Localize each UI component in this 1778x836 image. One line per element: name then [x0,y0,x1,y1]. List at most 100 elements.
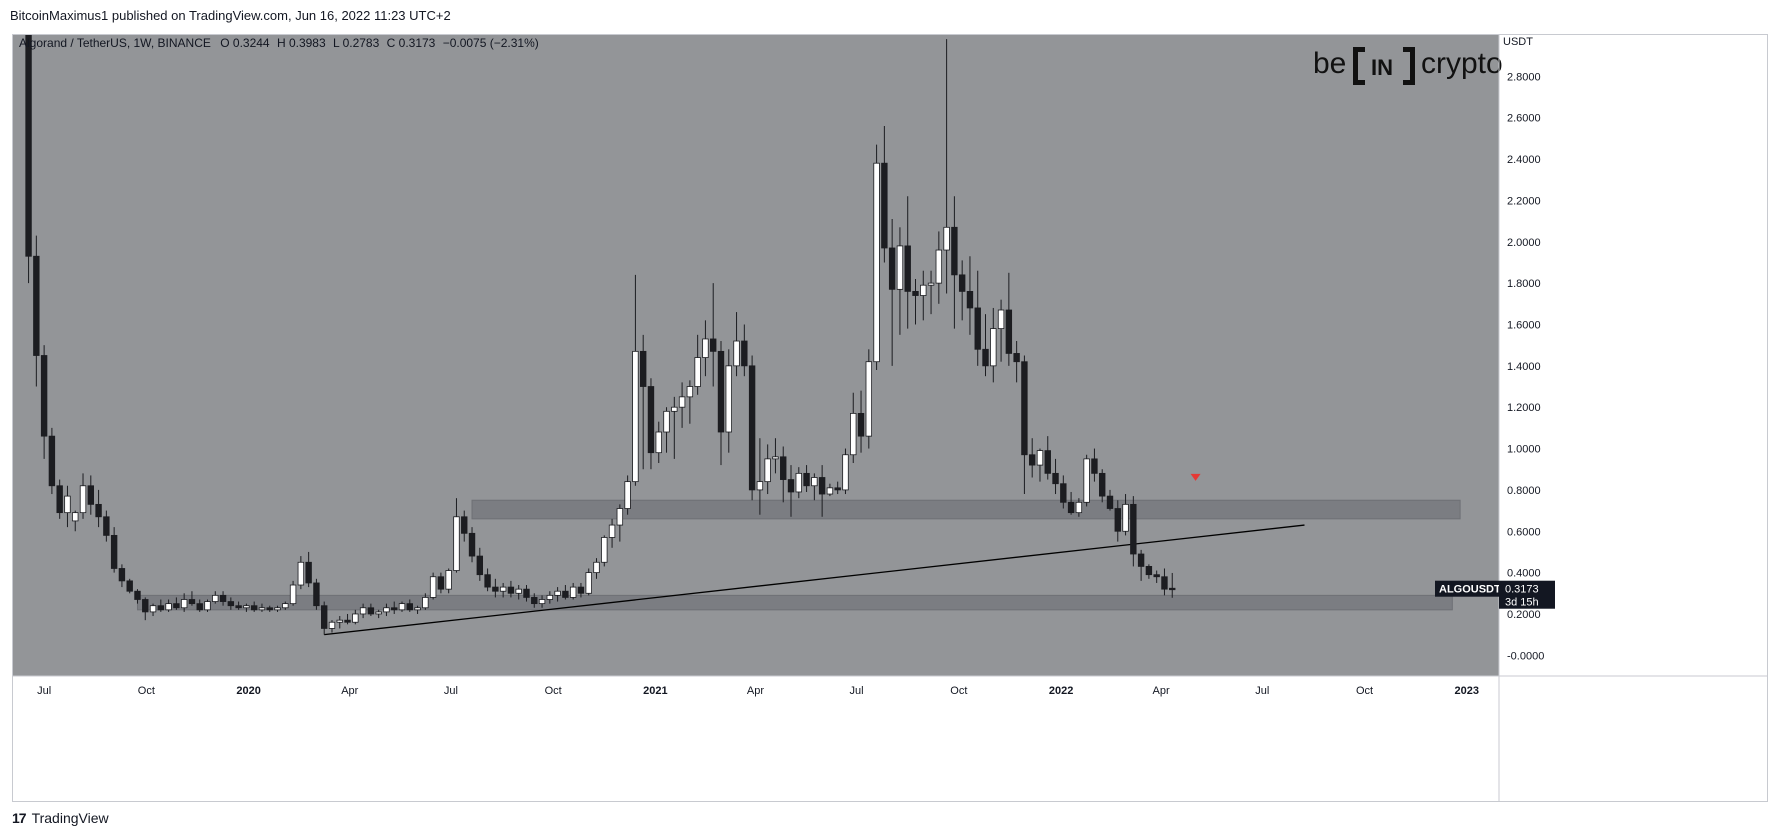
candle-body [289,584,297,605]
candle [974,270,981,366]
candle [608,518,616,548]
candle [282,601,289,610]
candle [694,334,701,395]
candle [398,601,406,612]
ascending-trendline [324,524,1305,636]
candle [126,578,133,594]
candle-body [1075,501,1083,514]
publish-header: BitcoinMaximus1 published on TradingView… [10,8,451,23]
candle-body [367,607,375,615]
candle [468,527,476,563]
candle [499,582,507,598]
candle [359,603,367,619]
candle-body [515,588,522,594]
candle [888,219,896,366]
candle [453,498,460,573]
x-tick-label: Apr [341,685,358,697]
candle-body [717,350,725,433]
candle-body [974,307,981,350]
candle [142,597,149,621]
candle [912,278,919,325]
candle [243,603,250,612]
candle [647,378,655,470]
tradingview-mark-icon: 17 [12,810,27,826]
candle-body [383,607,390,613]
y-tick-label: 1.6000 [1507,319,1541,331]
candle [95,489,102,528]
candle [935,231,943,304]
candle-body [624,481,631,509]
candle-body [398,603,406,611]
candle-body [920,284,927,296]
candle [585,568,592,596]
candle-body [219,594,227,602]
y-tick-label: 2.0000 [1507,237,1541,249]
x-tick-label: Apr [747,685,764,697]
candle [562,585,569,600]
x-tick-label: Jul [1255,685,1269,697]
candle-body [1067,501,1075,514]
candle [110,527,118,573]
legend-h-value: 0.3983 [289,36,326,50]
candle [857,390,865,453]
candle-body [336,619,343,623]
candle [865,349,873,449]
candle [492,578,499,598]
candle [406,599,413,612]
candle-body [748,365,756,491]
candle-body [1036,450,1044,466]
candle-body [756,481,764,491]
candle-body [196,603,203,611]
y-tick-label: 0.6000 [1507,526,1541,538]
candle [943,39,950,294]
candle-body [951,226,958,276]
candle-body [243,605,250,609]
candle [103,510,110,542]
candle-body [461,516,468,534]
candle-body [873,162,880,363]
candle-body [857,412,865,437]
candle [1099,469,1106,503]
legend-o-label: O [220,36,229,50]
candle [818,465,826,517]
candle-body [671,406,678,412]
candle-body [725,365,732,433]
candle-body [56,485,63,514]
candle-body [593,561,600,574]
candle-body [40,355,48,437]
candle [266,605,273,612]
candle [180,593,188,612]
candle-body [507,586,515,594]
candle [951,196,958,329]
candle-body [616,508,624,526]
candle [772,438,779,474]
candle-body [562,590,569,598]
candle [375,609,382,619]
candle [795,467,802,499]
candle [601,535,608,567]
candle [523,585,530,602]
candle [313,578,320,610]
candle-body [149,605,157,613]
candle [391,601,398,614]
chart-frame[interactable]: Algorand / TetherUS, 1W, BINANCE O 0.324… [12,34,1768,802]
candle [632,274,639,486]
price-chart[interactable]: Algorand / TetherUS, 1W, BINANCE O 0.324… [13,35,1767,801]
candle-body [204,601,211,611]
candle [367,603,375,617]
candle [538,595,546,608]
candle [904,196,911,329]
candle-body [826,487,834,495]
candle-body [1060,483,1067,503]
candle [1044,436,1051,480]
legend-c-label: C [387,36,396,50]
candle [297,556,305,590]
candle-body [531,597,538,605]
tradingview-footer-logo[interactable]: 17 TradingView [12,810,109,826]
candle-body [476,555,484,576]
candle-body [842,454,849,491]
beincrypto-logo: be IN crypto [1313,47,1503,85]
candle [1005,272,1013,366]
legend-c-value: 0.3173 [399,36,436,50]
candle-body [811,477,818,487]
